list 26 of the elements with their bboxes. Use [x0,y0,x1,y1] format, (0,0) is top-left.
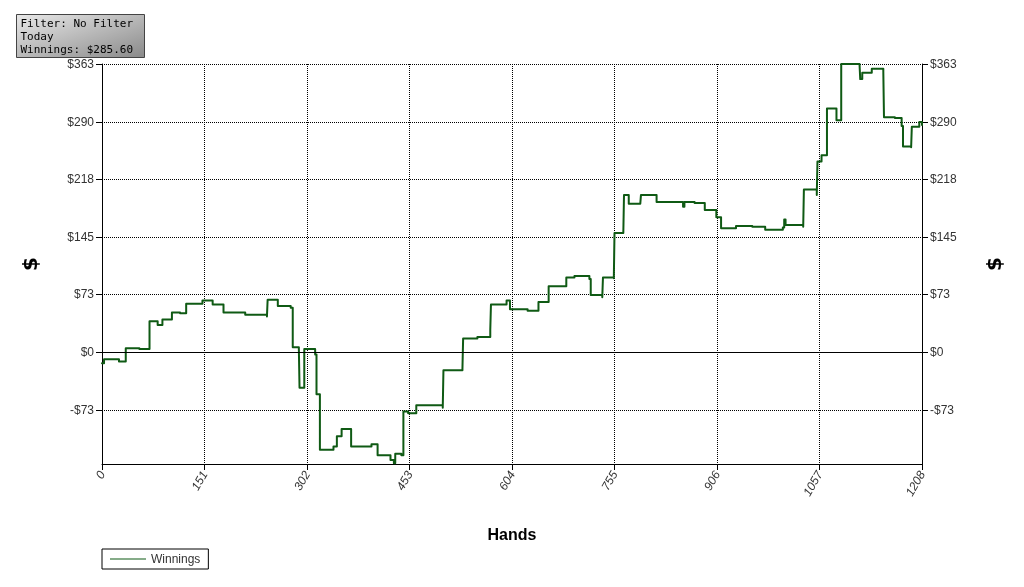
x-tick-label: 453 [393,468,416,493]
y-tick-label: $145 [67,230,95,245]
x-axis-title: Hands [487,525,537,543]
x-tick-label: 755 [598,468,621,493]
legend-label: Winnings [151,552,201,566]
y2-axis-title: $ [982,257,1006,271]
y-tick-label: $363 [67,57,95,71]
y2-tick-label: $0 [930,345,944,360]
y2-tick-label: -$73 [930,403,955,418]
y2-tick-label: $73 [930,287,951,302]
text: Filter: No Filter [20,16,134,30]
y2-tick-label: $363 [930,57,958,71]
y2-tick-label: $290 [930,114,958,129]
y-tick-label: $218 [67,172,95,187]
text: Winnings: $285.60 [20,42,134,56]
y-tick-label: $73 [73,287,95,302]
y2-tick-label: $218 [930,172,958,187]
y-tick-label: $290 [67,114,95,129]
x-tick-label: 604 [495,468,519,493]
x-tick-label: 0 [92,468,109,482]
text: Today [20,29,54,43]
y2-tick-label: $145 [930,230,958,245]
x-tick-label: 151 [188,468,211,493]
y-tick-label: -$73 [69,403,95,418]
y-tick-label: $0 [80,345,95,360]
y-axis-title: $ [18,257,42,271]
